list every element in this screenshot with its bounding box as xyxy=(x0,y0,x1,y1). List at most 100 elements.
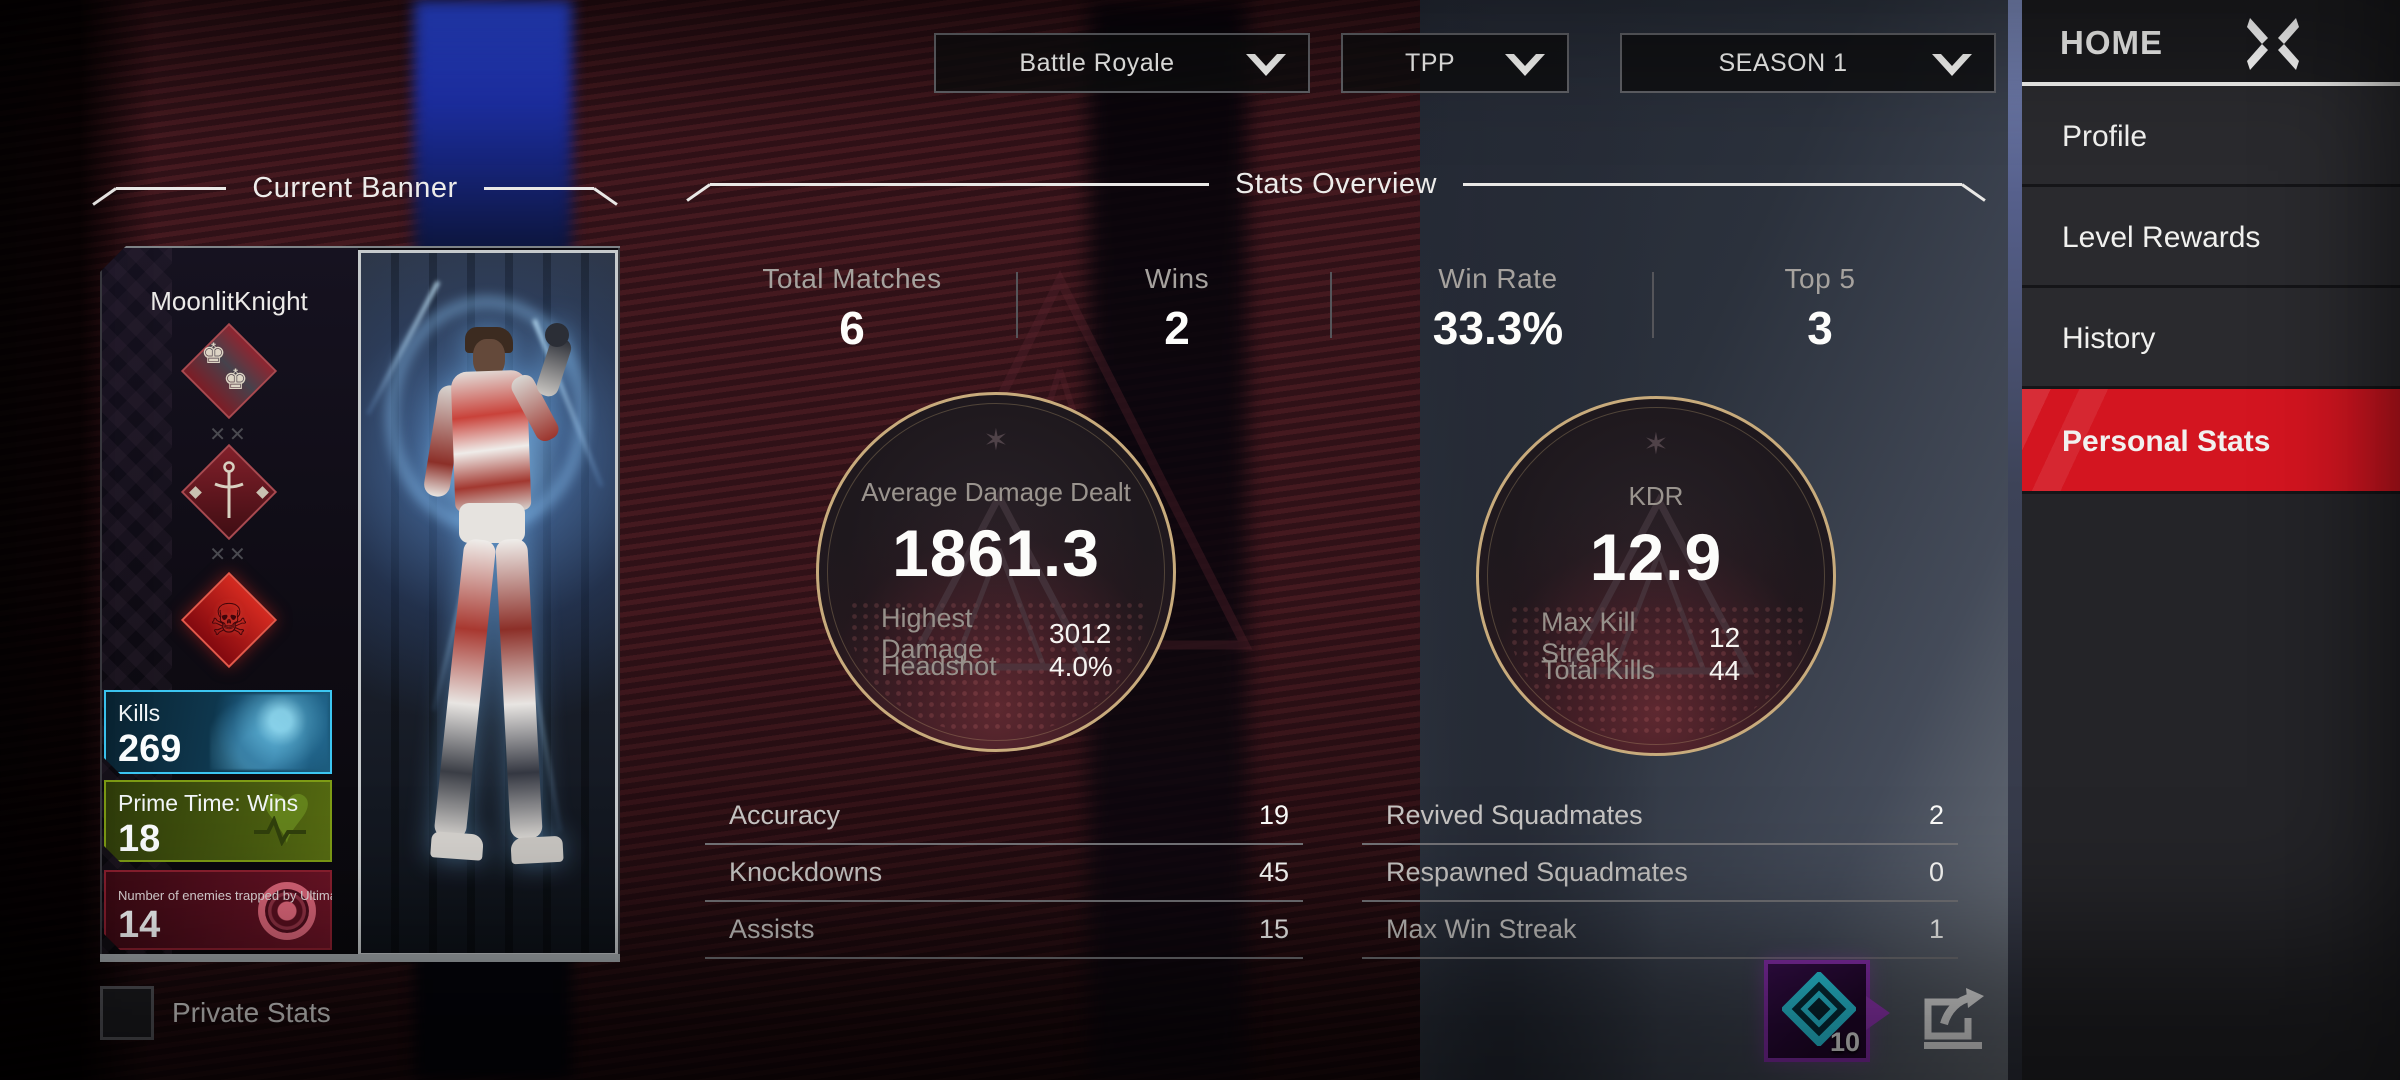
stat-value: 1 xyxy=(1928,914,1944,944)
gauge-row-label: Total Kills xyxy=(1541,655,1656,685)
summary-label: Total Matches xyxy=(762,263,942,294)
banner-card: MoonlitKnight ♚ ♚ ✕✕ ✕✕ xyxy=(100,246,620,962)
tracker-value: 14 xyxy=(118,904,161,946)
dagger-badge[interactable] xyxy=(180,443,278,541)
share-icon xyxy=(1924,988,1984,1049)
header-rule xyxy=(483,187,594,190)
gauge-row: Highest Damage 3012 xyxy=(881,603,1131,664)
header-left-cap xyxy=(686,183,711,202)
badge-count: 10 xyxy=(1829,1027,1860,1057)
stats-overview-title: Stats Overview xyxy=(1235,168,1437,200)
stats-overview-header: Stats Overview xyxy=(682,168,1990,202)
sidebar-edge-glow xyxy=(2008,0,2022,1080)
ranked-badge[interactable]: 10 xyxy=(1764,960,1890,1062)
gauge-row: Headshot 4.0% xyxy=(881,650,1131,683)
sidebar-item-profile[interactable]: Profile xyxy=(2022,86,2400,187)
tracker-kills: Kills 269 xyxy=(104,690,332,774)
summary-label: Wins xyxy=(1144,263,1210,294)
badge-panel: MoonlitKnight ♚ ♚ ✕✕ ✕✕ xyxy=(100,246,358,962)
stat-label: Revived Squadmates xyxy=(1386,800,1643,830)
player-name: MoonlitKnight xyxy=(150,286,308,316)
gauge-value: 12.9 xyxy=(1589,520,1723,594)
summary-divider xyxy=(1330,272,1332,338)
summary-value: 33.3% xyxy=(1432,302,1564,354)
diamond-emblem-icon xyxy=(1782,972,1856,1046)
legend-figure xyxy=(361,253,615,953)
gauge-row-value: 3012 xyxy=(1049,617,1112,649)
mode-dropdown-value: Battle Royale xyxy=(1019,48,1175,77)
tracker-prime-time-wins: ♥ Prime Time: Wins 18 xyxy=(104,780,332,862)
summary-total-matches: Total Matches 6 xyxy=(732,262,972,354)
gauge-row: Max Kill Streak 12 xyxy=(1541,607,1791,668)
badge-arrow-icon xyxy=(1866,996,1890,1030)
sparkle-icon: ✶ xyxy=(983,424,1009,457)
summary-wins: Wins 2 xyxy=(1057,262,1297,354)
sidebar-item-personal-stats[interactable]: Personal Stats xyxy=(2022,389,2400,494)
sidebar-item-history[interactable]: History xyxy=(2022,288,2400,389)
tracker-ultimate-traps: Number of enemies trapped by Ultimate Ab… xyxy=(104,870,332,950)
dagger-icon xyxy=(214,461,244,518)
apex-logo-watermark xyxy=(1563,493,1755,675)
summary-value: 2 xyxy=(1164,302,1190,354)
crown-icon: ♚ xyxy=(223,364,249,395)
gauge-value: 1861.3 xyxy=(892,516,1100,590)
chevron-down-icon xyxy=(1505,54,1545,76)
close-button[interactable] xyxy=(2242,14,2304,74)
heart-icon: ♥ xyxy=(260,765,312,861)
current-banner-header: Current Banner xyxy=(88,172,622,206)
header-right-cap xyxy=(593,187,618,206)
stat-row-max-win-streak: Max Win Streak 1 xyxy=(1362,902,1958,959)
gauge-row-label: Highest Damage xyxy=(881,602,984,664)
header-left-cap xyxy=(92,187,117,206)
private-stats-checkbox[interactable] xyxy=(100,986,154,1040)
season-dropdown[interactable]: SEASON 1 xyxy=(1620,33,1996,93)
home-sidebar: HOME Profile Level Rewards History Perso… xyxy=(2022,0,2400,1080)
sidebar-item-level-rewards[interactable]: Level Rewards xyxy=(2022,187,2400,288)
gauge-row-label: Max Kill Streak xyxy=(1541,606,1636,668)
stat-value: 0 xyxy=(1928,857,1944,887)
stat-row-respawned: Respawned Squadmates 0 xyxy=(1362,845,1958,902)
header-right-cap xyxy=(1961,183,1986,202)
chevron-down-icon xyxy=(1246,54,1286,76)
sidebar-header: HOME xyxy=(2022,0,2400,86)
close-icon xyxy=(2247,18,2299,70)
summary-label: Win Rate xyxy=(1438,263,1558,294)
perspective-dropdown[interactable]: TPP xyxy=(1341,33,1569,93)
tracker-label: Kills xyxy=(118,700,161,726)
gauge-row-value: 12 xyxy=(1709,621,1741,653)
ultimate-ability-icon xyxy=(258,882,316,940)
summary-value: 6 xyxy=(839,302,865,354)
ecg-pulse-icon xyxy=(254,816,306,846)
tracker-label: Prime Time: Wins xyxy=(118,790,299,816)
summary-divider xyxy=(1016,272,1018,338)
detail-list-right: Revived Squadmates 2 Respawned Squadmate… xyxy=(1362,788,1958,959)
mode-dropdown[interactable]: Battle Royale xyxy=(934,33,1310,93)
summary-value: 3 xyxy=(1807,302,1833,354)
stat-row-revived: Revived Squadmates 2 xyxy=(1362,788,1958,845)
chevron-down-icon xyxy=(1932,54,1972,76)
gauge-row-label: Headshot xyxy=(881,651,997,681)
double-crown-badge[interactable]: ♚ ♚ xyxy=(180,322,278,420)
stat-value: 19 xyxy=(1258,800,1289,830)
header-rule xyxy=(710,183,1209,186)
perspective-dropdown-value: TPP xyxy=(1404,48,1456,77)
crown-icon: ♚ xyxy=(201,338,227,369)
damage-gauge: ✶ Average Damage Dealt 1861.3 Highest Da… xyxy=(816,392,1176,752)
character-portrait xyxy=(358,250,618,956)
skull-icon: ☠ xyxy=(209,595,249,645)
current-banner-title: Current Banner xyxy=(252,172,458,204)
apex-logo-watermark xyxy=(903,489,1095,671)
gauge-row-value: 4.0% xyxy=(1049,650,1113,682)
share-button[interactable] xyxy=(1914,980,1990,1054)
season-dropdown-value: SEASON 1 xyxy=(1718,48,1848,77)
tracker-value: 269 xyxy=(118,728,182,770)
stat-label: Accuracy xyxy=(729,800,841,830)
stat-value: 45 xyxy=(1258,857,1289,887)
gauge-title: KDR xyxy=(1628,481,1684,511)
stat-label: Assists xyxy=(729,914,815,944)
private-stats-label: Private Stats xyxy=(172,997,331,1028)
header-rule xyxy=(116,187,227,190)
skull-badge[interactable]: ☠ xyxy=(180,571,278,669)
badge-separator: ✕✕ xyxy=(209,424,249,446)
